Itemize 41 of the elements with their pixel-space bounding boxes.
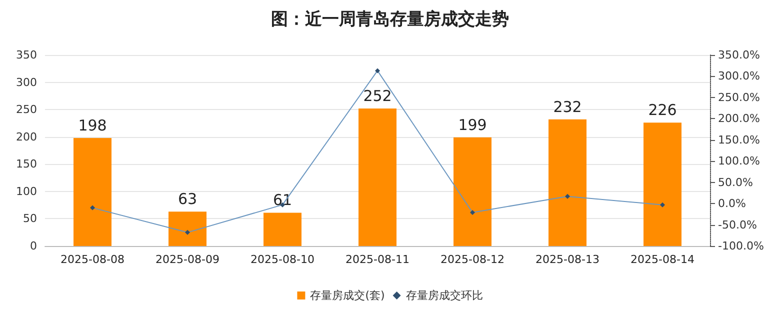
x-tick-label: 2025-08-09: [156, 253, 220, 266]
data-label: 199: [458, 116, 487, 134]
data-label: 232: [553, 98, 582, 116]
chart-title: 图：近一周青岛存量房成交走势: [271, 10, 509, 30]
x-tick-label: 2025-08-12: [440, 253, 504, 266]
y2-tick-label: -100.0%: [718, 240, 764, 252]
bar: [264, 212, 302, 246]
y2-tick-label: 50.0%: [718, 176, 753, 189]
y2-tick-label: 350.0%: [718, 48, 760, 62]
y2-tick-label: 100.0%: [718, 154, 760, 168]
x-tick-label: 2025-08-10: [250, 253, 314, 266]
y2-tick-label: 250.0%: [718, 90, 760, 104]
x-tick-label: 2025-08-13: [536, 253, 600, 266]
bar: [644, 122, 682, 246]
y-tick-label: 50: [23, 212, 37, 226]
data-label: 63: [178, 190, 198, 208]
legend-label: 存量房成交环比: [406, 289, 483, 302]
y-tick-label: 200: [16, 130, 37, 144]
legend-label: 存量房成交(套): [310, 289, 385, 302]
x-tick-label: 2025-08-08: [60, 253, 124, 266]
y-tick-label: 250: [16, 103, 37, 116]
data-label: 252: [363, 86, 392, 105]
bar: [74, 138, 112, 246]
y2-tick-label: -50.0%: [718, 218, 757, 232]
x-tick-label: 2025-08-14: [630, 253, 694, 266]
bar: [454, 137, 492, 246]
y-tick-label: 300: [16, 76, 37, 89]
y-tick-label: 100: [16, 184, 37, 198]
bar: [358, 108, 396, 246]
y2-tick-label: 0.0%: [718, 197, 746, 210]
y-tick-label: 150: [16, 158, 37, 171]
y-tick-label: 0: [30, 240, 37, 252]
data-label: 198: [78, 116, 107, 134]
y2-tick-label: 200.0%: [718, 112, 760, 126]
y-tick-label: 350: [16, 48, 37, 62]
data-label: 226: [648, 101, 677, 120]
bar: [168, 212, 206, 246]
y2-tick-label: 300.0%: [718, 70, 760, 83]
y2-tick-label: 150.0%: [718, 133, 760, 146]
x-tick-label: 2025-08-11: [346, 253, 410, 266]
bar: [548, 119, 586, 246]
